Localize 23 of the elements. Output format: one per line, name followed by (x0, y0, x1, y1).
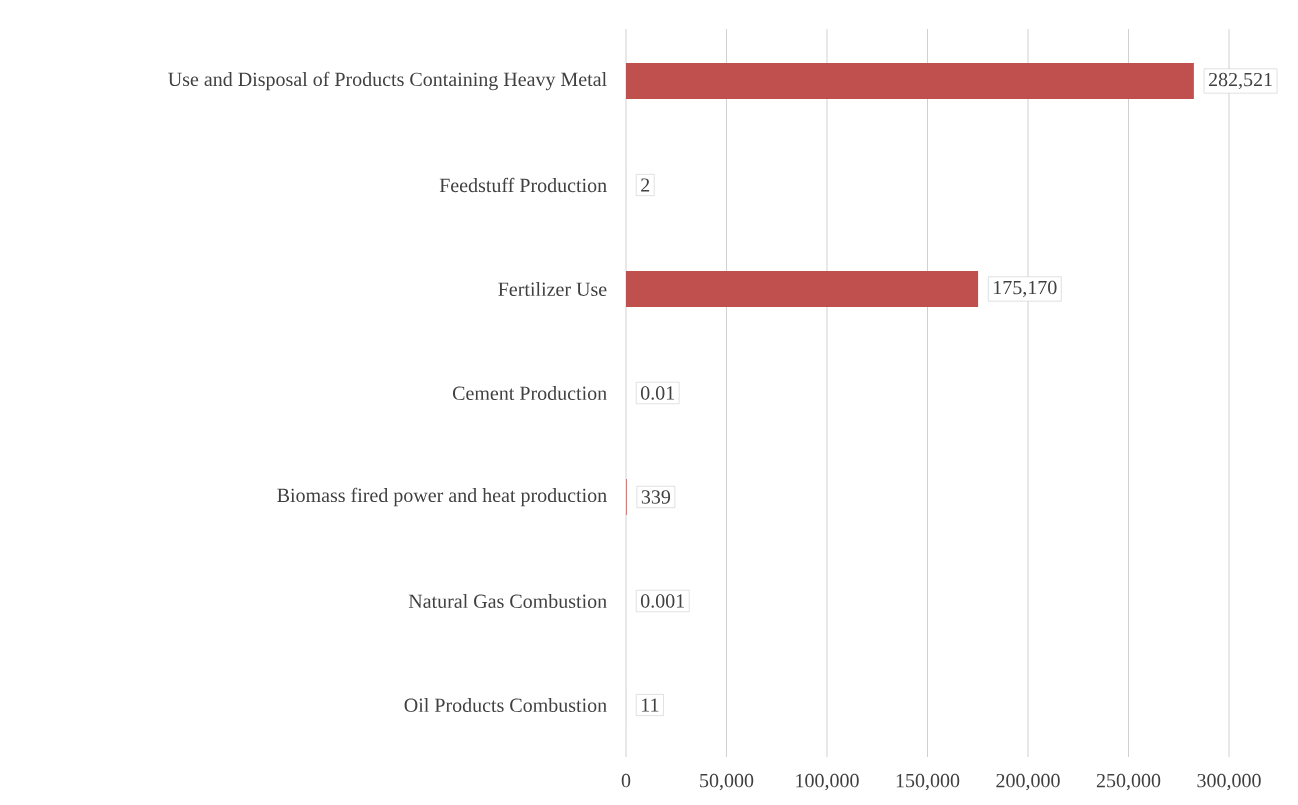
x-tick-label: 100,000 (796, 773, 859, 791)
y-tick-label: Biomass fired power and heat production (277, 487, 607, 507)
data-label: 339 (641, 490, 671, 504)
y-tick-label: Use and Disposal of Products Containing Heavy Metal (168, 71, 607, 91)
y-tick-label: Cement Production (452, 385, 607, 401)
data-label: 2 (641, 178, 650, 192)
x-tick-label: 150,000 (896, 773, 960, 791)
y-tick-label: Oil Products Combustion (404, 697, 607, 713)
bar (626, 271, 979, 307)
x-tick-label: 300,000 (1197, 773, 1261, 791)
y-tick-label: Natural Gas Combustion (408, 593, 607, 609)
x-tick-label: 200,000 (996, 773, 1060, 791)
data-label: 11 (641, 698, 659, 712)
y-tick-label: Feedstuff Production (439, 177, 607, 193)
x-tick-label: 0 (621, 773, 631, 788)
data-label: 175,170 (994, 280, 1057, 298)
bar (626, 63, 1194, 99)
x-tick-label: 250,000 (1096, 773, 1161, 791)
data-label: 282,521 (1208, 72, 1272, 90)
data-label: 0.001 (640, 594, 684, 608)
data-label: 0.01 (640, 386, 674, 400)
y-tick-label: Fertilizer Use (498, 281, 607, 297)
x-tick-label: 50,000 (700, 773, 754, 791)
